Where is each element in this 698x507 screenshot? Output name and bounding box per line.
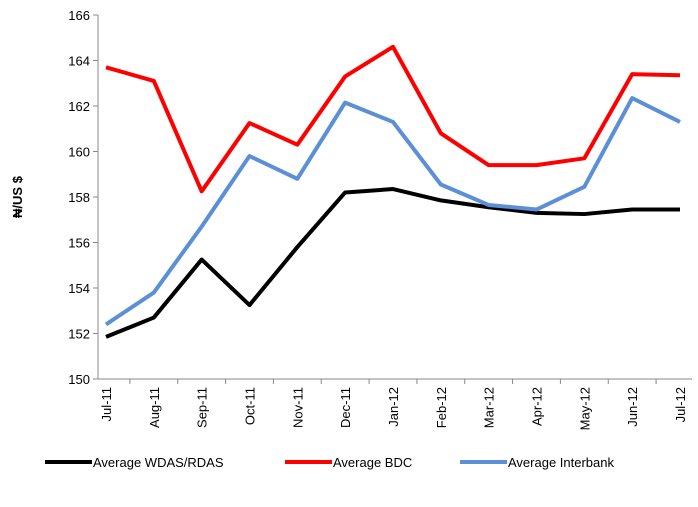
x-tick-label: Jul-11 bbox=[99, 387, 114, 421]
legend-label: Average WDAS/RDAS bbox=[93, 455, 224, 470]
x-tick-label: Nov-11 bbox=[290, 387, 305, 428]
x-tick-label: Mar-12 bbox=[482, 387, 497, 428]
legend-label: Average Interbank bbox=[508, 455, 614, 470]
y-axis-label: ₦/US $ bbox=[10, 175, 25, 218]
x-tick-label: Sep-11 bbox=[195, 387, 210, 428]
x-tick-label: Jul-12 bbox=[673, 387, 688, 422]
y-tick-label: 160 bbox=[68, 145, 90, 160]
y-tick-label: 162 bbox=[68, 99, 90, 114]
y-tick-label: 154 bbox=[68, 281, 90, 296]
y-tick-label: 152 bbox=[68, 327, 90, 342]
y-tick-label: 166 bbox=[68, 8, 90, 23]
x-tick-label: Oct-11 bbox=[243, 387, 258, 425]
y-tick-label: 150 bbox=[68, 372, 90, 387]
y-tick-label: 158 bbox=[68, 190, 90, 205]
x-tick-label: Jan-12 bbox=[386, 387, 401, 427]
x-tick-label: Dec-11 bbox=[338, 387, 353, 428]
series-line bbox=[104, 96, 681, 327]
y-tick-label: 156 bbox=[68, 236, 90, 251]
x-tick-label: Apr-12 bbox=[530, 387, 545, 426]
x-tick-label: May-12 bbox=[577, 387, 592, 430]
legend-label: Average BDC bbox=[333, 455, 412, 470]
x-tick-label: Aug-11 bbox=[147, 387, 162, 428]
x-tick-label: Feb-12 bbox=[434, 387, 449, 428]
series-line bbox=[105, 187, 680, 339]
series-line bbox=[105, 44, 681, 194]
x-tick-label: Jun-12 bbox=[625, 387, 640, 427]
y-tick-label: 164 bbox=[68, 54, 90, 69]
